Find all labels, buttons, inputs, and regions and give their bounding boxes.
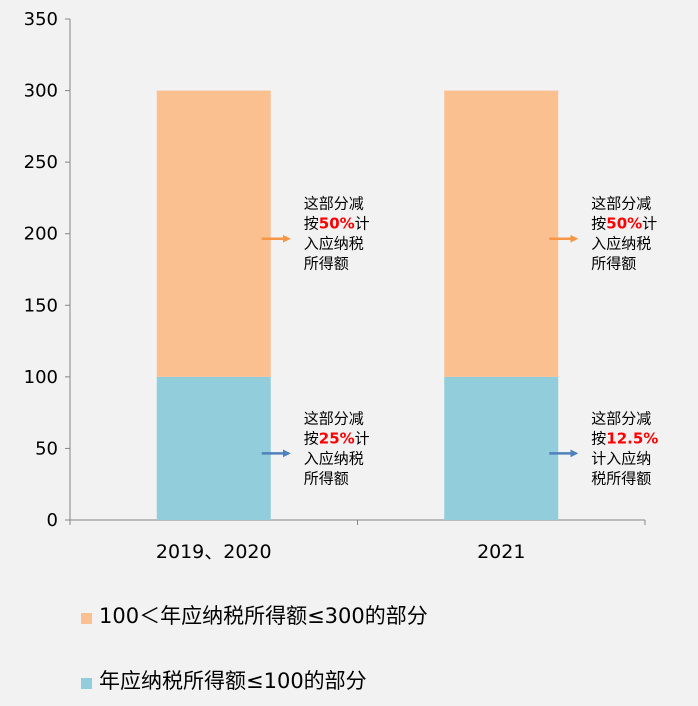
- annotation-text: 所得额: [304, 469, 349, 487]
- bar-segment: [156, 90, 271, 377]
- annotation-text: 入应纳税: [304, 449, 364, 467]
- axes: 0 50 100 150 200 250 300 350 2019、2020 2021: [24, 9, 646, 563]
- bars: [156, 90, 559, 520]
- y-tick-label: 300: [24, 81, 58, 102]
- legend-label: 年应纳税所得额≤100的部分: [99, 669, 367, 693]
- legend-swatch: [81, 678, 92, 689]
- annotation-text: 所得额: [591, 255, 636, 273]
- annotation-text: 这部分减: [304, 409, 364, 427]
- annotation-text: 按50%计: [304, 215, 370, 233]
- y-tick-label: 200: [24, 224, 58, 245]
- bar-segment: [156, 376, 271, 520]
- annotation-text: 这部分减: [591, 409, 651, 427]
- annotation-text: 入应纳税: [591, 235, 651, 253]
- annotations: 这部分减按50%计入应纳税所得额这部分减按25%计入应纳税所得额这部分减按50%…: [261, 195, 658, 487]
- y-tick-label: 150: [24, 295, 58, 316]
- annotation-text: 这部分减: [591, 195, 651, 213]
- y-tick-label: 250: [24, 152, 58, 173]
- annotation-text: 按12.5%: [591, 429, 658, 447]
- y-tick-label: 100: [24, 367, 58, 388]
- annotation-text: 这部分减: [304, 195, 364, 213]
- bar-segment: [444, 90, 559, 377]
- annotation-text: 入应纳税: [304, 235, 364, 253]
- annotation-text: 所得额: [304, 255, 349, 273]
- legend-label: 100＜年应纳税所得额≤300的部分: [99, 604, 428, 628]
- annotation-text: 按25%计: [304, 429, 370, 447]
- y-tick-label: 350: [24, 9, 58, 30]
- annotation-text: 税所得额: [591, 469, 651, 487]
- annotation-text: 计入应纳: [591, 449, 651, 467]
- legend-swatch: [81, 613, 92, 624]
- annotation-text: 按50%计: [591, 215, 657, 233]
- y-tick-label: 0: [47, 510, 58, 531]
- x-tick-label: 2019、2020: [156, 541, 272, 563]
- x-tick-label: 2021: [477, 541, 525, 563]
- y-tick-label: 50: [35, 438, 58, 459]
- bar-segment: [444, 376, 559, 520]
